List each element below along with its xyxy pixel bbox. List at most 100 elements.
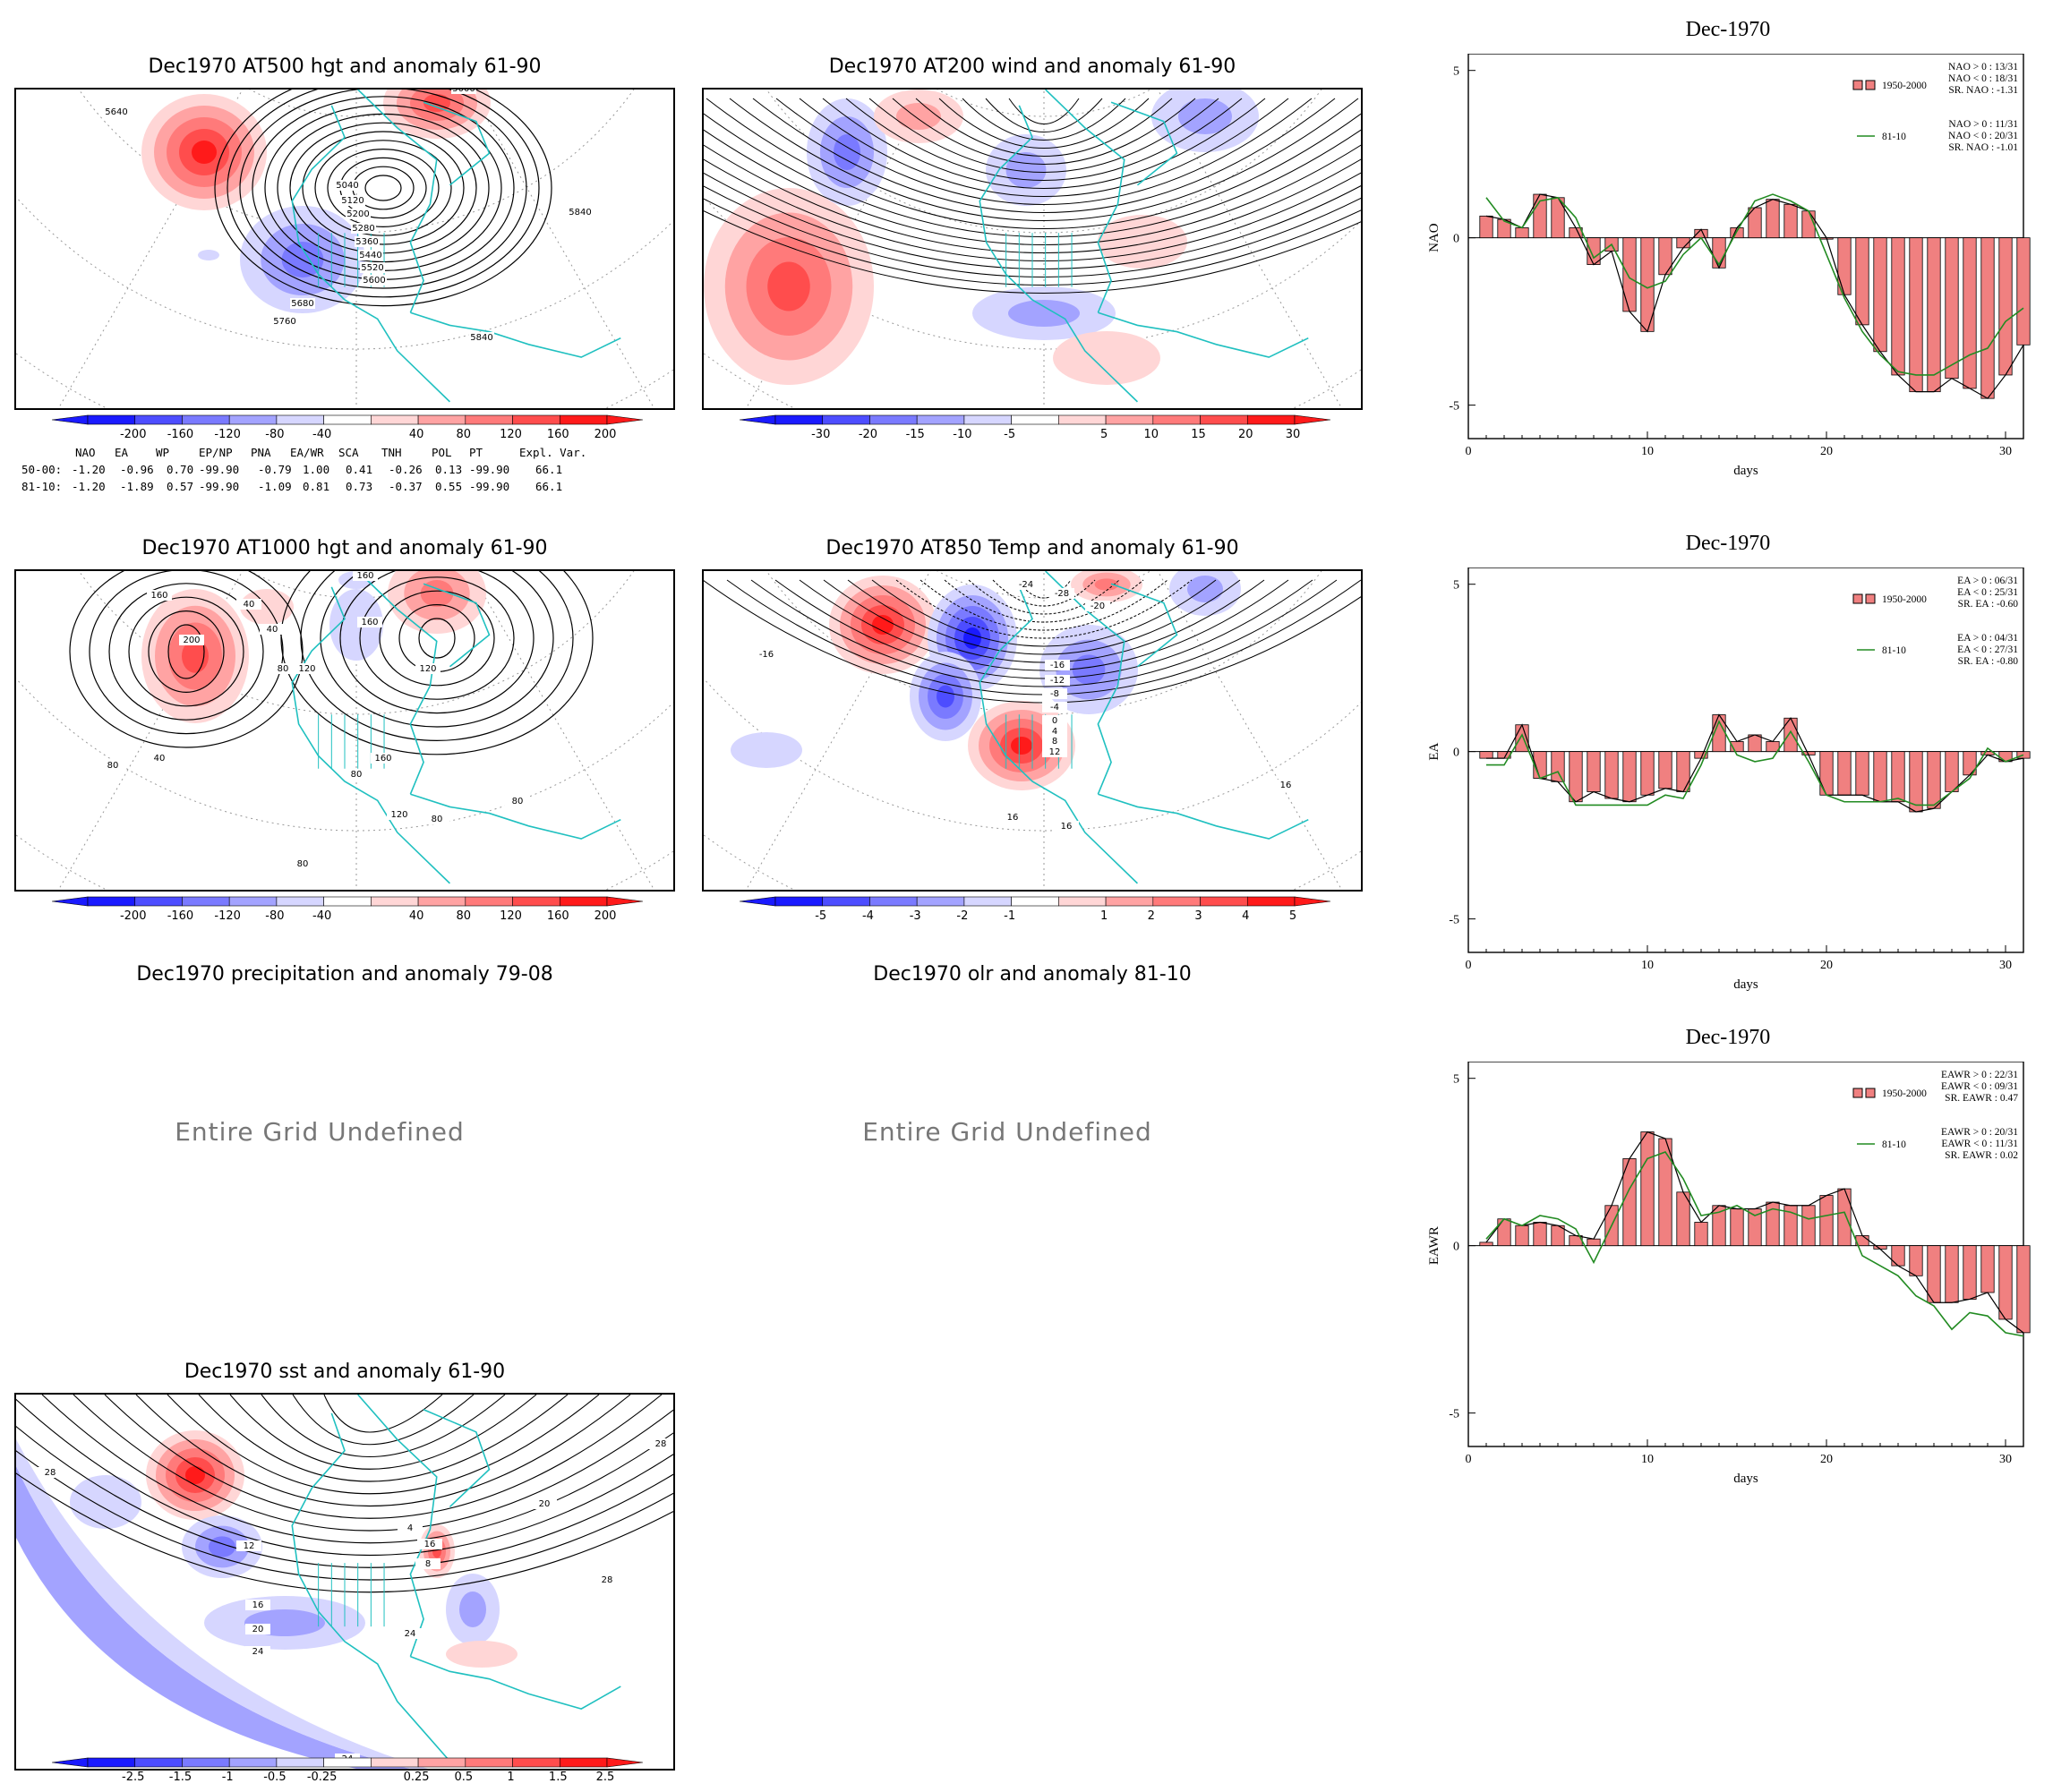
table-cell: -0.96	[120, 463, 154, 476]
coastline	[410, 311, 621, 358]
height-contour	[418, 618, 456, 659]
y-axis-label: EAWR	[1427, 1226, 1441, 1265]
table-header-cell: EP/NP	[199, 446, 233, 459]
map-plot-w200	[704, 90, 1361, 408]
colorbar-swatch	[371, 896, 419, 907]
bar	[1748, 734, 1762, 753]
streamline	[706, 98, 1361, 229]
colorbar-tick-label: -5	[1004, 428, 1015, 441]
bar	[1783, 203, 1798, 239]
colorbar-swatch	[417, 414, 466, 425]
contour-label: -28	[1055, 589, 1069, 599]
colorbar-swatch	[323, 414, 372, 425]
map-plot-sst: 281216202428202428248164	[16, 1395, 673, 1769]
colorbar-swatch	[1011, 414, 1059, 425]
legend-label: 81-10	[1882, 1139, 1906, 1150]
longitude-gridline	[1157, 571, 1343, 890]
colorbar-swatch	[512, 1757, 560, 1768]
streamline	[704, 210, 1361, 294]
contour-label-bg	[469, 332, 494, 343]
colorbar-swatch	[134, 1757, 183, 1768]
contour-label-bg	[362, 275, 387, 286]
colorbar-tick-label: -2.5	[122, 1771, 144, 1784]
height-contour	[280, 571, 594, 755]
map-title-precip: Dec1970 precipitation and anomaly 79-08	[136, 963, 553, 986]
colorbar-swatch	[134, 896, 183, 907]
colorbar-tick-label: -1	[1004, 909, 1015, 923]
sst-contour	[323, 1395, 443, 1433]
map-t850: -16 -24 -28 -20 -16 -12 -8 -4 0 4 8 12 16 16 16	[702, 569, 1363, 892]
colorbar-scale: -200 -160 -120 -80 -40 40 80 120 160 200	[51, 414, 644, 441]
bar	[1963, 1245, 1977, 1300]
table-header-cell: WP	[156, 446, 170, 459]
bar	[1587, 1238, 1601, 1247]
bar	[1658, 1138, 1672, 1247]
table-header-cell: EA	[115, 446, 129, 459]
bar	[1945, 1245, 1959, 1303]
colorbar-swatch	[1200, 414, 1248, 425]
contour-label-bg	[1054, 821, 1079, 832]
map-plot-z1000: 160 200 40 40 80 120 160 160 120 80 80 40 160 120 80 80…	[16, 571, 673, 890]
chart-title: Dec-1970	[1685, 532, 1771, 555]
height-contour	[379, 590, 495, 687]
contour-label-bg	[270, 663, 295, 674]
legend-label: 1950-2000	[1882, 594, 1927, 605]
line-series	[1485, 193, 2024, 376]
colorbar-w200: -30 -20 -15 -10 -5 5 10 15 20 30	[739, 414, 1331, 446]
undefined-grid-message: Entire Grid Undefined	[862, 1117, 1152, 1147]
colorbar-swatch	[134, 414, 183, 425]
x-tick-label: 20	[1820, 445, 1833, 458]
coastline	[410, 1655, 621, 1710]
contour-label-bg	[532, 1498, 557, 1509]
colorbar-swatch	[417, 1757, 466, 1768]
legend-stat: EA > 0 : 04/31	[1957, 633, 2018, 644]
legend-stat: NAO > 0 : 11/31	[1948, 119, 2018, 130]
contour-label: 16	[424, 1540, 436, 1549]
height-contour	[108, 583, 264, 721]
contour-label: 120	[298, 664, 315, 674]
streamline	[775, 98, 1313, 205]
legend-stat: NAO < 0 : 20/31	[1948, 131, 2018, 141]
contour-label-bg	[245, 1600, 270, 1610]
colorbar-z500: -200 -160 -120 -80 -40 40 80 120 160 200	[51, 414, 644, 446]
sst-contour	[167, 1395, 600, 1495]
contour-label: 5600	[363, 276, 385, 286]
undefined-area	[16, 1395, 392, 1769]
legend-bar-swatch	[1865, 1088, 1876, 1098]
colorbar-tick-label: -2	[956, 909, 968, 923]
bar	[2016, 1245, 2031, 1334]
sst-contour	[229, 1395, 537, 1470]
map-z1000: 160 200 40 40 80 120 160 160 120 80 80 40 160 120 80 80…	[14, 569, 675, 892]
longitude-gridline	[469, 90, 655, 408]
contour-label: 160	[361, 618, 378, 627]
streamline	[915, 98, 1173, 157]
contour-label: 16	[1280, 781, 1292, 790]
streamline	[799, 98, 1289, 197]
y-tick-label: 0	[1453, 233, 1459, 246]
colorbar-tick-label: 3	[1194, 909, 1202, 923]
height-contour	[302, 131, 465, 245]
contour-label-bg	[147, 590, 172, 601]
streamline	[752, 98, 1336, 213]
contour-label-bg	[104, 107, 129, 117]
positive-anomaly	[1011, 737, 1032, 755]
contour-label-bg	[1273, 780, 1298, 790]
sst-contour	[104, 1395, 663, 1519]
colorbar-tick-label: -4	[862, 909, 874, 923]
coastline	[423, 1408, 491, 1507]
contour-label: 28	[602, 1575, 613, 1585]
height-contour	[69, 571, 304, 748]
coastline	[410, 793, 621, 840]
contour-label: 24	[252, 1647, 264, 1657]
streamline	[985, 98, 1103, 132]
colorbar-swatch	[774, 896, 824, 907]
contour-label: 16	[252, 1600, 264, 1610]
bar	[1998, 237, 2013, 376]
y-tick-label: 0	[1453, 1241, 1459, 1254]
temperature-contour	[1016, 579, 1072, 599]
contour-label: 5840	[569, 208, 591, 218]
contour-label: 5440	[359, 251, 381, 260]
colorbar-tick-label: 200	[594, 909, 617, 923]
contour-label-bg	[505, 796, 530, 806]
colorbar-swatch	[417, 896, 466, 907]
